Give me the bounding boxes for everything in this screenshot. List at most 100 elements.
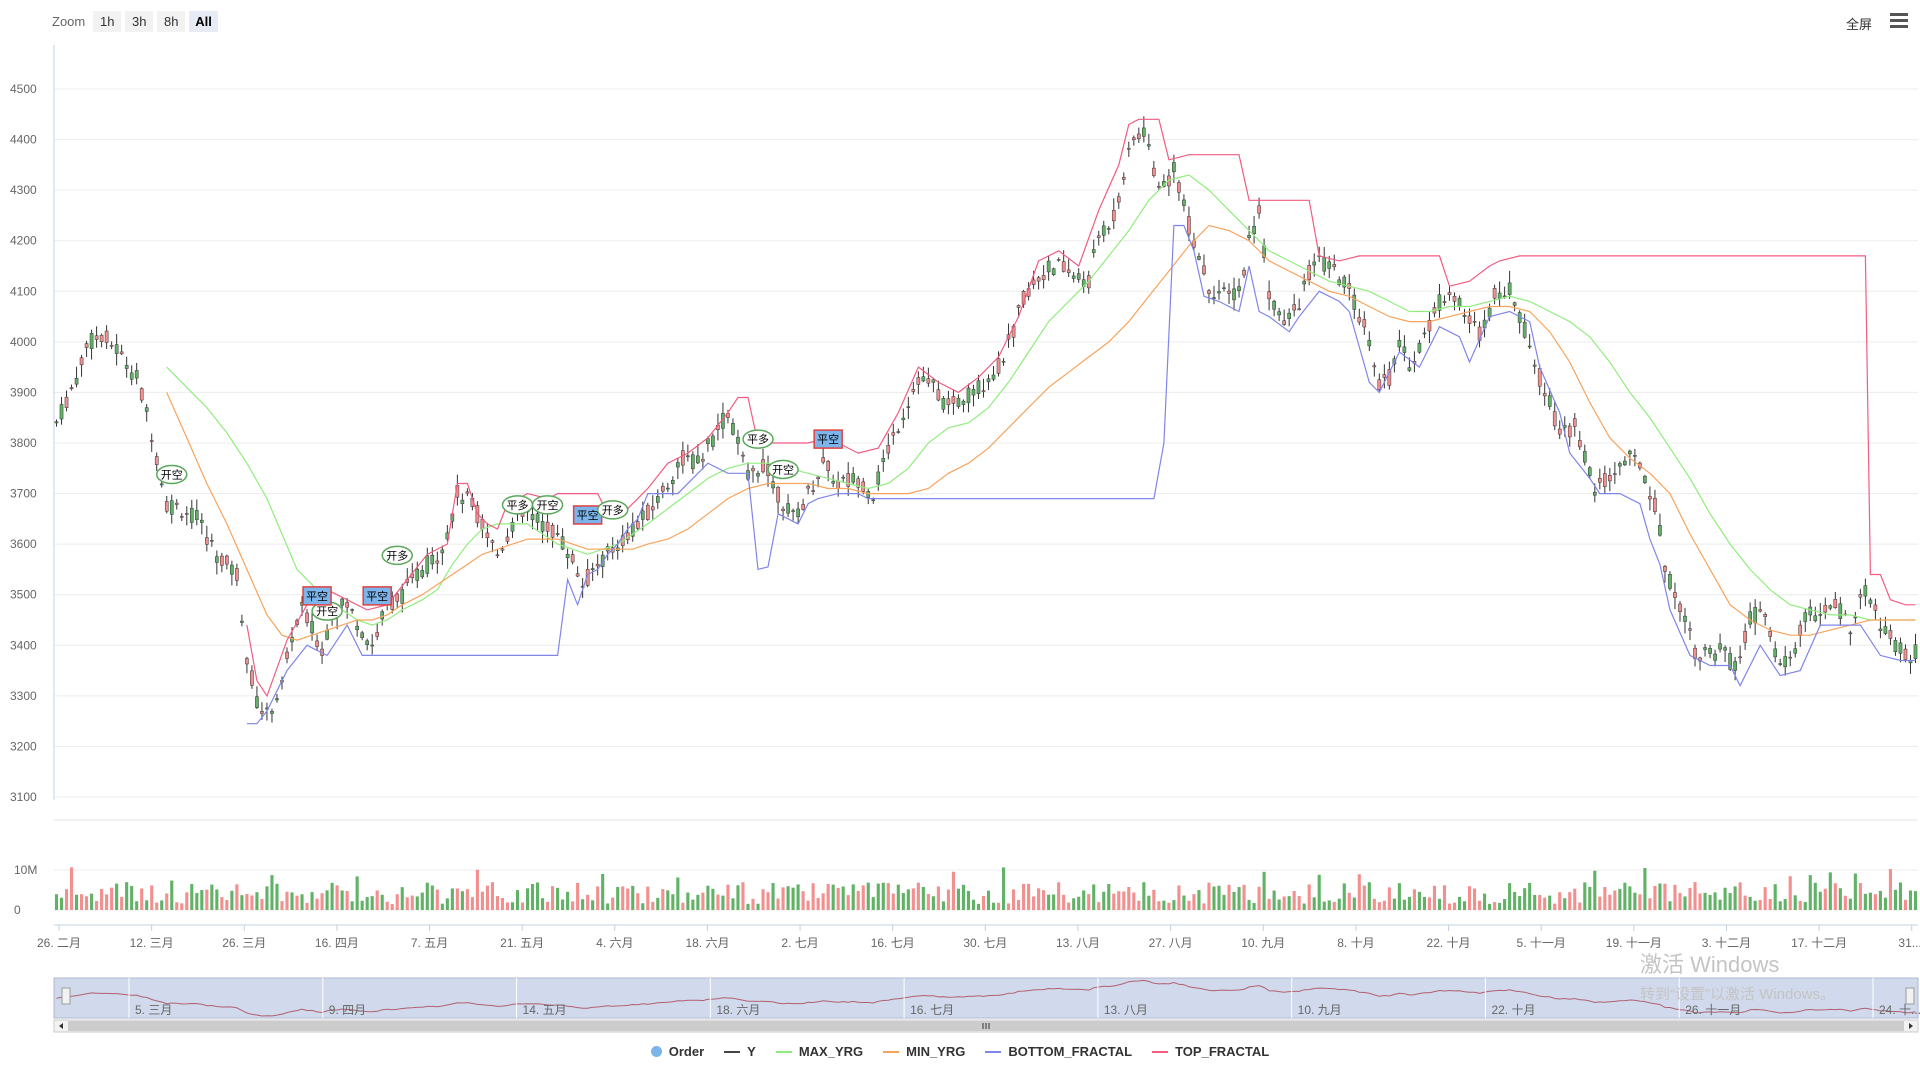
volume-bar [95,901,99,910]
legend-min-yrg[interactable]: MIN_YRG [883,1044,965,1059]
navigator-handle[interactable] [61,987,71,1005]
candle-body [1137,133,1141,140]
volume-bar [1032,896,1036,910]
volume-bar [731,898,735,910]
candle-body [1582,451,1587,463]
candle-body [350,609,354,611]
candle-body [430,555,435,565]
legend-order[interactable]: Order [650,1044,704,1059]
volume-bar [325,890,329,910]
price-tick-label: 3100 [10,790,37,804]
candle-body [490,540,495,543]
volume-bar [420,892,424,910]
x-tick-label: 16. 七月 [871,936,915,950]
candle-body [595,563,600,567]
volume-bar [1573,888,1577,910]
volume-bar [340,890,344,910]
zoom-all-button[interactable]: All [189,10,218,32]
x-tick-label: 26. 三月 [222,936,266,950]
volume-bar [1638,894,1642,910]
zoom-3h-button[interactable]: 3h [125,10,154,32]
volume-bar [1613,890,1617,910]
order-flag-label: 平空 [306,589,328,603]
candle-body [139,388,144,401]
volume-bar [1728,893,1732,910]
volume-bar [110,887,114,910]
candle-body [846,473,851,487]
scroll-right-arrow-icon[interactable] [1909,1023,1913,1029]
legend-top-fractal[interactable]: TOP_FRACTAL [1152,1044,1269,1059]
volume-bar [1307,884,1311,910]
volume-bar [1112,893,1116,910]
candle-body [1823,605,1828,613]
candle-body [1723,647,1727,651]
price-tick-label: 4100 [10,284,37,298]
volume-bar [1798,901,1802,910]
candle-body [1633,455,1637,457]
volume-bar [1568,892,1572,910]
candle-body [1457,297,1462,307]
candle-body [1577,440,1582,448]
candle-body [1572,418,1577,427]
order-flag-open: 开空 [311,601,343,621]
candle-body [1232,288,1236,301]
volume-bar [971,899,976,910]
zoom-8h-button[interactable]: 8h [157,10,186,32]
candle-body [395,593,400,602]
candle-body [215,556,219,563]
volume-bar [1397,883,1401,910]
volume-bar [1828,872,1832,910]
candle-body [1051,268,1056,275]
candle-body [189,507,194,523]
candle-body [1663,566,1667,572]
candle-body [1111,210,1116,222]
scroll-left-arrow-icon[interactable] [59,1023,63,1029]
candle-body [971,389,976,396]
volume-bar [626,888,630,910]
volume-bar [1843,895,1847,910]
candle-body [871,499,876,502]
candle-body [104,330,109,343]
candle-body [1808,606,1813,616]
legend-y[interactable]: Y [724,1044,756,1059]
candle-body [986,378,991,383]
volume-bar [64,889,69,910]
candle-body [1678,603,1682,613]
fullscreen-button[interactable]: 全屏 [1845,17,1872,32]
candle-body [921,376,926,382]
hamburger-menu-icon[interactable] [1890,13,1908,29]
candle-body [1492,287,1497,299]
order-flag-shape [362,586,392,606]
legend-max-yrg[interactable]: MAX_YRG [775,1044,863,1059]
volume-bar [861,885,865,910]
legend-bottom-fractal[interactable]: BOTTOM_FRACTAL [985,1044,1132,1059]
candle-body [1322,257,1327,272]
volume-bar [836,887,840,910]
volume-bar [916,882,920,910]
navigator-handle[interactable] [1905,987,1915,1005]
volume-bar [736,885,740,910]
candle-body [1287,312,1291,319]
zoom-1h-button[interactable]: 1h [93,10,122,32]
volume-bar [1888,869,1892,910]
candle-body [1593,491,1597,496]
volume-bar [100,889,104,910]
volume-bar [1808,875,1812,910]
order-flag-shape [813,429,843,449]
volume-bar [976,903,981,910]
volume-bar [1077,896,1081,910]
candle-body [1177,182,1181,193]
volume-bar [180,903,184,910]
volume-bar [460,891,464,910]
legend-bottom-fractal-icon [985,1050,1002,1053]
volume-bar [245,893,249,910]
volume-bar [636,893,640,910]
price-tick-label: 3400 [10,638,37,652]
volume-bar [1593,870,1597,910]
volume-bar [1873,894,1877,910]
candle-body [681,450,685,466]
volume-bar [1618,888,1622,910]
volume-bar [370,896,374,910]
candle-body [866,491,871,498]
candle-body [1031,279,1036,285]
